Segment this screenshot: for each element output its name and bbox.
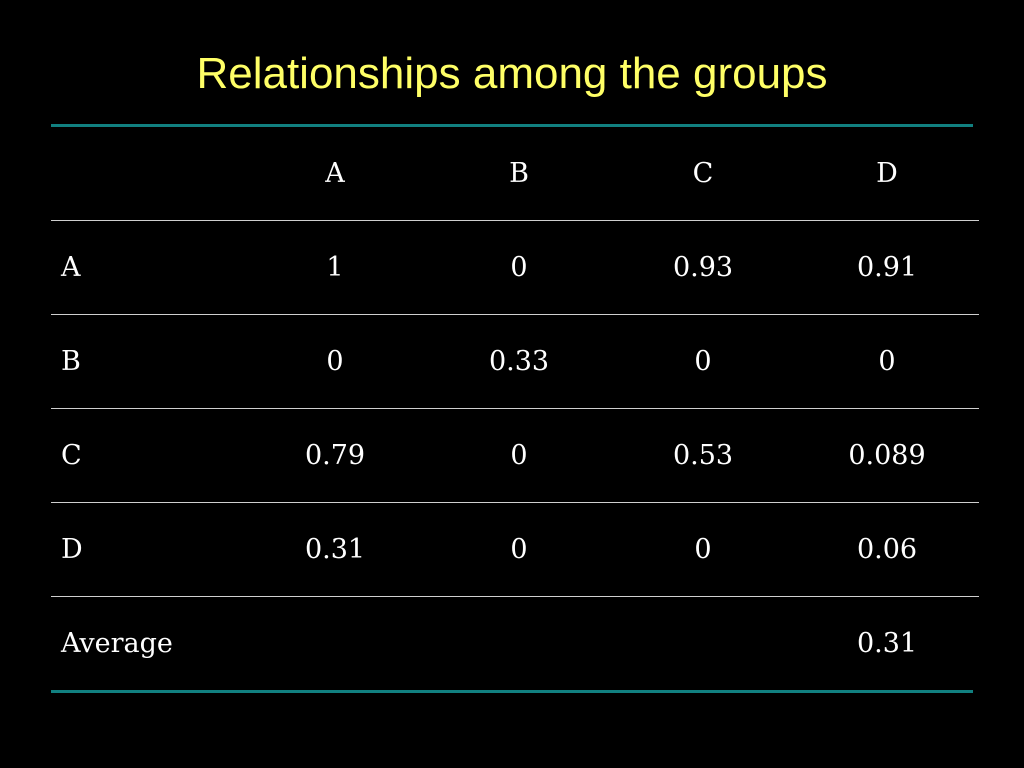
table-cell: 0	[611, 502, 795, 597]
table-bottom-rule	[51, 690, 973, 693]
table-cell: 0.089	[795, 408, 979, 503]
table-cell	[611, 597, 795, 691]
table-cell: 0.91	[795, 220, 979, 315]
row-label: A	[51, 220, 243, 315]
table-cell: 1	[243, 220, 427, 315]
table-cell: 0	[427, 220, 611, 315]
column-header-b: B	[427, 127, 611, 221]
table-cell: 0.33	[427, 314, 611, 409]
table-cell	[243, 597, 427, 691]
column-header-d: D	[795, 127, 979, 221]
row-label: B	[51, 314, 243, 409]
table-row-average: Average 0.31	[51, 597, 979, 691]
table-cell: 0.93	[611, 220, 795, 315]
table-cell: 0	[795, 314, 979, 409]
row-label: D	[51, 502, 243, 597]
table-cell: 0.31	[856, 628, 918, 659]
column-header-c: C	[611, 127, 795, 221]
table-cell: 0.79	[243, 408, 427, 503]
table-cell: 0.06	[795, 502, 979, 597]
table-cell: 0	[427, 408, 611, 503]
row-label: C	[51, 408, 243, 503]
header-corner-cell	[51, 127, 243, 221]
table-row-a: A 1 0 0.93 0.91	[51, 220, 979, 315]
table-cell: 0	[427, 502, 611, 597]
table-cell: 0	[611, 314, 795, 409]
row-label: Average	[61, 628, 173, 659]
table-cell: 0.31	[243, 502, 427, 597]
table-row-c: C 0.79 0 0.53 0.089	[51, 408, 979, 503]
header-row: A B C D	[51, 127, 979, 221]
table-cell: 0.53	[611, 408, 795, 503]
table-cell: 0	[243, 314, 427, 409]
relationship-table: A B C D A 1 0 0.93 0.91 B 0 0.33 0	[51, 124, 979, 693]
table-row-d: D 0.31 0 0 0.06	[51, 502, 979, 597]
column-header-a: A	[243, 127, 427, 221]
table-cell	[427, 597, 611, 691]
table-row-b: B 0 0.33 0 0	[51, 314, 979, 409]
table-top-rule	[51, 124, 973, 127]
slide-title: Relationships among the groups	[196, 49, 828, 98]
